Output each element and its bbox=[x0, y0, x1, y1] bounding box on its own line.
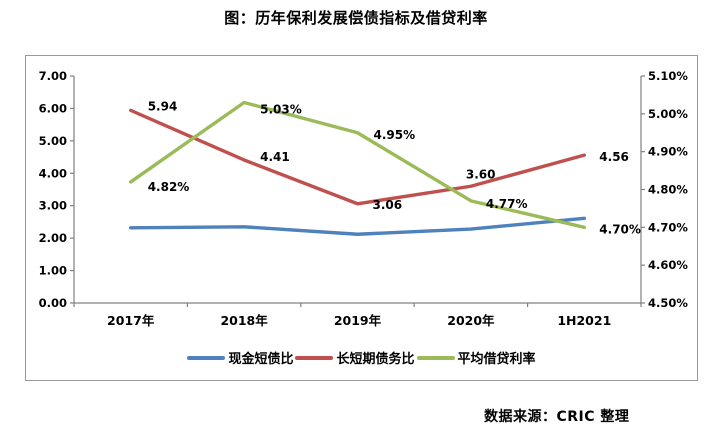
left-axis-tick-label: 4.00 bbox=[39, 166, 67, 180]
data-label-long-short-term-debt-ratio: 4.41 bbox=[260, 150, 290, 164]
data-label-long-short-term-debt-ratio: 4.56 bbox=[599, 150, 629, 164]
left-axis-tick-label: 7.00 bbox=[39, 69, 67, 83]
left-axis-tick-label: 5.00 bbox=[39, 134, 67, 148]
legend-marker-long-short-term-debt-ratio bbox=[295, 355, 334, 360]
legend-label-cash-short-debt-ratio: 现金短债比 bbox=[228, 352, 294, 367]
left-axis-tick-label: 2.00 bbox=[39, 231, 67, 245]
x-axis-label: 1H2021 bbox=[557, 313, 611, 328]
right-axis-tick-label: 4.70% bbox=[648, 220, 688, 234]
x-axis-label: 2018年 bbox=[220, 313, 268, 328]
data-label-long-short-term-debt-ratio: 3.06 bbox=[373, 198, 403, 212]
x-axis-label: 2017年 bbox=[107, 313, 155, 328]
left-axis-tick-label: 6.00 bbox=[39, 101, 67, 115]
data-label-long-short-term-debt-ratio: 5.94 bbox=[148, 99, 178, 113]
legend-marker-cash-short-debt-ratio bbox=[187, 355, 226, 360]
x-axis-label: 2020年 bbox=[447, 313, 495, 328]
legend-label-long-short-term-debt-ratio: 长短期债务比 bbox=[336, 352, 415, 367]
legend-item-long-short-term-debt-ratio: 长短期债务比 bbox=[295, 348, 415, 367]
data-label-average-borrowing-rate: 4.77% bbox=[486, 197, 528, 211]
right-axis-tick-label: 4.90% bbox=[648, 145, 688, 159]
data-label-average-borrowing-rate: 4.70% bbox=[599, 222, 641, 236]
left-axis-tick-label: 1.00 bbox=[39, 264, 67, 278]
x-axis-label: 2019年 bbox=[334, 313, 382, 328]
right-axis-tick-label: 4.80% bbox=[648, 183, 688, 197]
series-line-average-borrowing-rate bbox=[128, 100, 586, 230]
chart-area: 0.00 1.00 2.00 3.00 4.00 5.00 6.00 7.00 4.50% 4.6… bbox=[25, 55, 698, 381]
legend-label-average-borrowing-rate: 平均借贷利率 bbox=[457, 352, 536, 367]
data-label-long-short-term-debt-ratio: 3.60 bbox=[466, 167, 496, 181]
right-axis-tick-label: 5.00% bbox=[648, 107, 688, 121]
legend-item-cash-short-debt-ratio: 现金短债比 bbox=[187, 348, 293, 367]
right-axis-tick-label: 4.60% bbox=[648, 258, 688, 272]
data-label-average-borrowing-rate: 4.82% bbox=[148, 180, 190, 194]
data-label-average-borrowing-rate: 5.03% bbox=[260, 102, 302, 116]
legend-item-average-borrowing-rate: 平均借贷利率 bbox=[416, 348, 536, 367]
series-line-long-short-term-debt-ratio bbox=[128, 108, 586, 206]
chart-legend: 现金短债比 长短期债务比 平均借贷利率 bbox=[26, 348, 697, 367]
source-note: 数据来源：CRIC 整理 bbox=[484, 409, 630, 425]
chart-title: 图：历年保利发展偿债指标及借贷利率 bbox=[224, 9, 488, 27]
data-label-average-borrowing-rate: 4.95% bbox=[374, 128, 416, 142]
legend-marker-average-borrowing-rate bbox=[416, 355, 455, 360]
left-axis-tick-label: 3.00 bbox=[39, 199, 67, 213]
left-axis-tick-label: 0.00 bbox=[39, 296, 67, 310]
chart-plot: 0.00 1.00 2.00 3.00 4.00 5.00 6.00 7.00 4.50% 4.6… bbox=[39, 69, 689, 328]
right-axis-tick-label: 4.50% bbox=[648, 296, 688, 310]
series-line-cash-short-debt-ratio bbox=[128, 216, 586, 236]
right-axis-tick-label: 5.10% bbox=[648, 69, 688, 83]
